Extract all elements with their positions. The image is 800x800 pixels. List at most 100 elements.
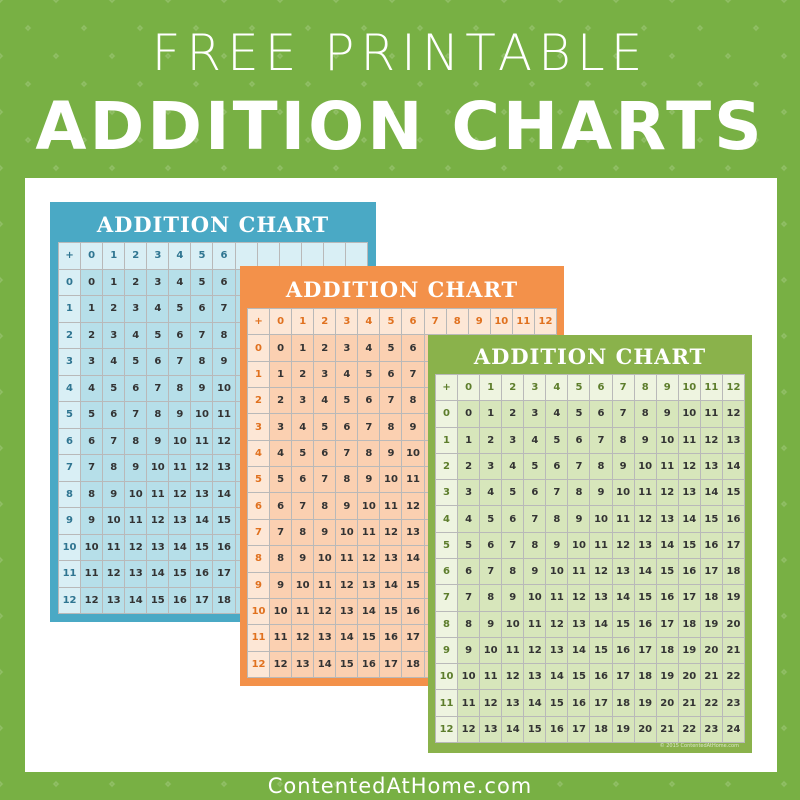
sum-cell: 13 — [402, 519, 424, 546]
sum-cell: 7 — [590, 427, 612, 453]
sum-cell: 15 — [590, 637, 612, 664]
sum-cell: 9 — [103, 481, 125, 507]
sum-cell: 15 — [380, 598, 402, 625]
sum-cell: 8 — [568, 480, 590, 506]
sum-cell: 6 — [169, 322, 191, 348]
column-header: 3 — [336, 309, 358, 335]
sum-cell: 13 — [125, 561, 147, 587]
sum-cell: 5 — [169, 296, 191, 322]
sum-cell: 8 — [546, 506, 568, 532]
sum-cell: 7 — [292, 493, 314, 519]
sum-cell: 3 — [524, 401, 546, 427]
column-header: 4 — [169, 243, 191, 269]
sum-cell: 3 — [480, 453, 502, 480]
sum-cell: 19 — [634, 690, 656, 716]
sum-cell: 17 — [634, 637, 656, 664]
sum-cell: 15 — [402, 572, 424, 598]
sum-cell: 18 — [634, 664, 656, 690]
sum-cell: 3 — [314, 361, 336, 388]
column-header: 0 — [81, 243, 103, 269]
sum-cell: 14 — [678, 506, 700, 532]
sum-cell: 12 — [147, 508, 169, 534]
covered-cell — [279, 243, 301, 269]
sum-cell: 20 — [656, 690, 678, 716]
sum-cell: 5 — [380, 335, 402, 361]
row-header: 2 — [59, 322, 81, 348]
sum-cell: 12 — [678, 453, 700, 480]
row-header: 3 — [248, 414, 270, 440]
row-header: 8 — [248, 546, 270, 572]
column-header: 4 — [546, 375, 568, 401]
sum-cell: 13 — [722, 427, 744, 453]
sum-cell: 9 — [502, 585, 524, 611]
covered-cell — [323, 243, 345, 269]
sum-cell: 13 — [314, 625, 336, 651]
sum-cell: 8 — [147, 402, 169, 428]
sum-cell: 6 — [402, 335, 424, 361]
sum-cell: 19 — [722, 585, 744, 611]
sum-cell: 10 — [103, 508, 125, 534]
row-header: 7 — [436, 585, 458, 611]
sum-cell: 8 — [292, 519, 314, 546]
sum-cell: 14 — [213, 481, 235, 507]
sum-cell: 10 — [678, 401, 700, 427]
sum-cell: 10 — [358, 493, 380, 519]
sum-cell: 12 — [125, 534, 147, 560]
sum-cell: 16 — [568, 690, 590, 716]
sum-cell: 12 — [480, 690, 502, 716]
sum-cell: 23 — [700, 716, 722, 742]
sum-cell: 17 — [700, 558, 722, 585]
sum-cell: 13 — [147, 534, 169, 560]
row-header: 7 — [59, 455, 81, 481]
sum-cell: 8 — [402, 388, 424, 414]
sum-cell: 2 — [125, 269, 147, 295]
sum-cell: 16 — [213, 534, 235, 560]
addition-chart-green: ADDITION CHART +0 1 2 3 4 5 6 7 8 9 10 11 12 0 0 1 2 3 4 5 6… — [428, 335, 752, 753]
sum-cell: 17 — [678, 585, 700, 611]
sum-cell: 4 — [480, 480, 502, 506]
sum-cell: 9 — [402, 414, 424, 440]
column-header: 3 — [524, 375, 546, 401]
sum-cell: 22 — [678, 716, 700, 742]
sum-cell: 11 — [590, 532, 612, 558]
row-header: 7 — [248, 519, 270, 546]
operator-cell: + — [436, 375, 458, 401]
sum-cell: 8 — [590, 453, 612, 480]
sum-cell: 18 — [590, 716, 612, 742]
sum-cell: 9 — [546, 532, 568, 558]
sum-cell: 5 — [502, 480, 524, 506]
sum-cell: 9 — [480, 611, 502, 637]
column-header: 6 — [590, 375, 612, 401]
row-header: 4 — [59, 375, 81, 401]
sum-cell: 6 — [125, 375, 147, 401]
sum-cell: 14 — [314, 651, 336, 677]
site-footer: ContentedAtHome.com — [267, 774, 533, 798]
sum-cell: 0 — [81, 269, 103, 295]
sum-cell: 20 — [634, 716, 656, 742]
sum-cell: 12 — [524, 637, 546, 664]
sum-cell: 11 — [656, 453, 678, 480]
sum-cell: 9 — [458, 637, 480, 664]
sum-cell: 10 — [612, 480, 634, 506]
sum-cell: 4 — [270, 440, 292, 467]
sum-cell: 6 — [590, 401, 612, 427]
sum-cell: 1 — [81, 296, 103, 322]
column-header: 0 — [458, 375, 480, 401]
sum-cell: 9 — [213, 349, 235, 375]
row-header: 3 — [59, 349, 81, 375]
sum-cell: 16 — [700, 532, 722, 558]
sum-cell: 16 — [546, 716, 568, 742]
sum-cell: 4 — [125, 322, 147, 348]
sum-cell: 7 — [191, 322, 213, 348]
sum-cell: 22 — [722, 664, 744, 690]
sum-cell: 6 — [546, 453, 568, 480]
sum-cell: 6 — [336, 414, 358, 440]
sum-cell: 10 — [546, 558, 568, 585]
sum-cell: 11 — [458, 690, 480, 716]
sum-cell: 7 — [502, 532, 524, 558]
sum-cell: 17 — [612, 664, 634, 690]
sum-cell: 10 — [169, 428, 191, 454]
sum-cell: 7 — [270, 519, 292, 546]
column-header: 7 — [424, 309, 446, 335]
sum-cell: 3 — [147, 269, 169, 295]
